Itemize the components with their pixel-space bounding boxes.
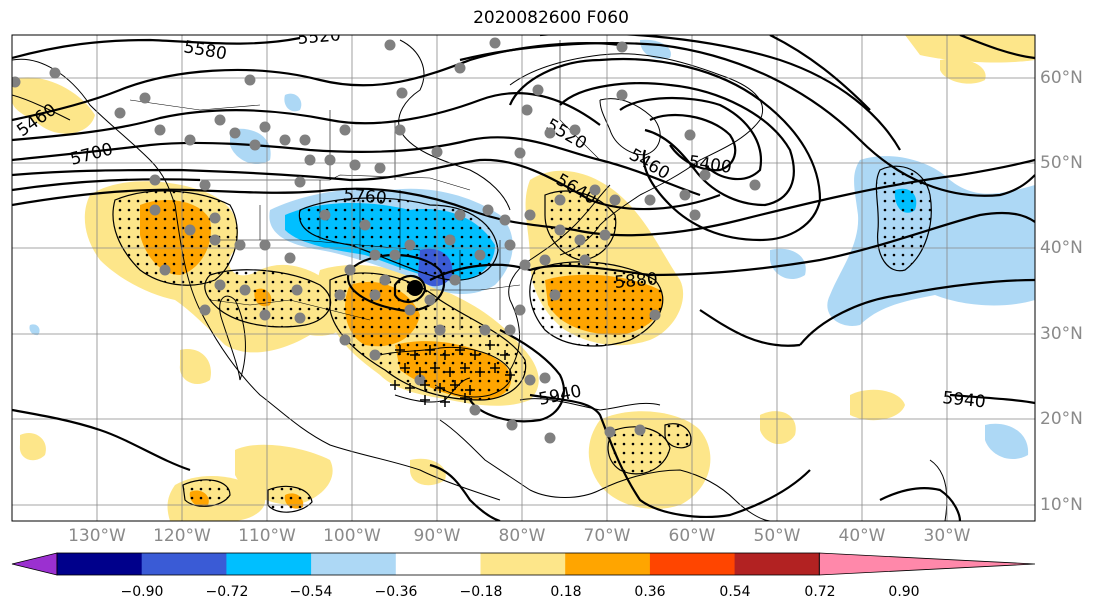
colorbar-tick-label: −0.54: [289, 584, 333, 600]
colorbar-swatch: [734, 553, 820, 575]
lon-label: 80°W: [498, 526, 546, 546]
lon-label: 100°W: [323, 526, 381, 546]
colorbar-tick-label: −0.36: [374, 584, 418, 600]
lat-label: 40°N: [1040, 238, 1083, 258]
map-frame: [11, 34, 1036, 522]
lon-label: 110°W: [238, 526, 296, 546]
colorbar-swatch: [649, 553, 736, 575]
lat-label: 20°N: [1040, 409, 1083, 429]
colorbar-min-arrow: [11, 552, 58, 576]
colorbar-swatch: [565, 553, 651, 575]
lon-label: 120°W: [153, 526, 211, 546]
lat-label: 10°N: [1040, 495, 1083, 515]
storm-center-marker: [407, 280, 423, 296]
colorbar-tick-label: 0.36: [634, 584, 666, 600]
lat-label: 60°N: [1040, 68, 1083, 88]
colorbar-outline: [56, 552, 820, 576]
colorbar-tick-label: 0.54: [719, 584, 751, 600]
lon-label: 60°W: [668, 526, 716, 546]
colorbar-swatch: [141, 553, 227, 575]
cross-markers: [390, 340, 515, 407]
contour-label: 5940: [941, 388, 986, 412]
lon-label: 50°W: [753, 526, 801, 546]
contour-label: 5520: [297, 25, 342, 49]
height-contours: [12, 35, 1035, 521]
colorbar-swatch: [311, 553, 397, 575]
graticule: [12, 35, 1035, 521]
colorbar-tick-label: −0.72: [205, 584, 249, 600]
colorbar-tick-label: 0.90: [888, 584, 920, 600]
colorbar-max-arrow: [818, 552, 1036, 576]
lon-label: 40°W: [838, 526, 886, 546]
colorbar-swatch: [480, 553, 566, 575]
colorbar-tick-label: 0.18: [550, 584, 582, 600]
colorbar-tick-label: 0.72: [804, 584, 836, 600]
lat-label: 50°N: [1040, 153, 1083, 173]
lon-label: 130°W: [68, 526, 126, 546]
map-title: 2020082600 F060: [473, 8, 629, 28]
lat-label: 30°N: [1040, 324, 1083, 344]
lon-label: 70°W: [583, 526, 631, 546]
colorbar-tick-label: −0.90: [120, 584, 164, 600]
lon-label: 30°W: [923, 526, 971, 546]
station-markers: [12, 37, 761, 444]
colorbar-swatch: [395, 553, 481, 575]
contour-label: 5760: [343, 185, 388, 209]
colorbar: [11, 552, 1036, 576]
colorbar-swatch: [226, 553, 312, 575]
political-borders: [110, 40, 601, 330]
contour-label: 5880: [614, 269, 659, 293]
colorbar-swatch: [57, 553, 143, 575]
lon-label: 90°W: [413, 526, 461, 546]
colorbar-tick-label: −0.18: [459, 584, 503, 600]
